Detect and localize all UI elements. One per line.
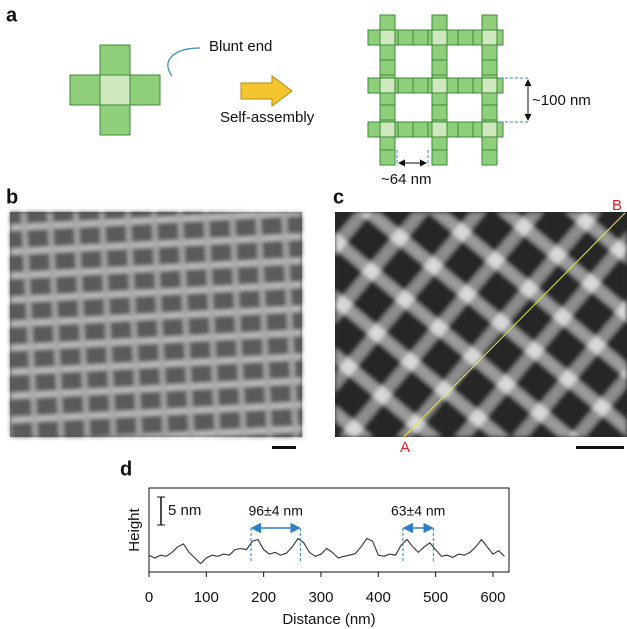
tile [432, 78, 447, 93]
tile [458, 122, 473, 137]
scale-bar [576, 446, 624, 449]
annotation: Self-assembly [220, 109, 315, 126]
tile [380, 60, 395, 75]
tile [482, 30, 497, 45]
tile [380, 30, 395, 45]
tile [458, 30, 473, 45]
panel-label: a [6, 4, 18, 26]
tile [413, 30, 428, 45]
scale-bar-label: 5 nm [168, 502, 201, 519]
scale-bar [272, 446, 296, 449]
panel-label: c [333, 186, 344, 208]
y-axis-label: Height [126, 507, 143, 551]
figure: a b c d Blunt end Self-assembly ~100 nm … [0, 0, 627, 629]
point-label: A [400, 439, 410, 456]
tile [380, 105, 395, 120]
tile [482, 15, 497, 30]
tile [398, 122, 413, 137]
arrow [241, 76, 292, 106]
x-tick-label: 500 [423, 589, 448, 606]
tile [482, 45, 497, 60]
tile [432, 150, 447, 165]
tile [432, 105, 447, 120]
profile [149, 538, 504, 563]
afm-image [335, 212, 627, 437]
tile [432, 30, 447, 45]
tile [380, 45, 395, 60]
x-tick-label: 300 [308, 589, 333, 606]
x-tick-label: 100 [194, 589, 219, 606]
annotation-label: 63±4 nm [391, 503, 445, 519]
tile [380, 150, 395, 165]
x-axis-label: Distance (nm) [282, 611, 375, 628]
tile [482, 60, 497, 75]
point-label: B [612, 197, 622, 214]
tile [432, 45, 447, 60]
tile [482, 78, 497, 93]
plot-frame [149, 488, 509, 572]
tile [482, 150, 497, 165]
tile [432, 60, 447, 75]
x-tick-label: 600 [480, 589, 505, 606]
tile [413, 122, 428, 137]
x-tick-label: 200 [251, 589, 276, 606]
tile [413, 78, 428, 93]
tile [380, 122, 395, 137]
cross-monomer [70, 45, 160, 135]
tile [398, 78, 413, 93]
tile [458, 78, 473, 93]
annotation: Blunt end [209, 38, 272, 55]
tile [380, 15, 395, 30]
tile [482, 122, 497, 137]
tile [432, 122, 447, 137]
lattice [368, 15, 503, 165]
afm-image [10, 212, 302, 437]
panel-label: b [6, 186, 18, 208]
x-tick-label: 400 [366, 589, 391, 606]
tile [380, 78, 395, 93]
x-tick-label: 0 [145, 589, 153, 606]
panel-label: d [120, 458, 132, 480]
annotation: ~64 nm [381, 171, 431, 188]
tile [432, 15, 447, 30]
annotation-label: 96±4 nm [248, 503, 302, 519]
tile [482, 105, 497, 120]
tile [398, 30, 413, 45]
pointer [168, 48, 200, 76]
annotation: ~100 nm [532, 92, 591, 109]
